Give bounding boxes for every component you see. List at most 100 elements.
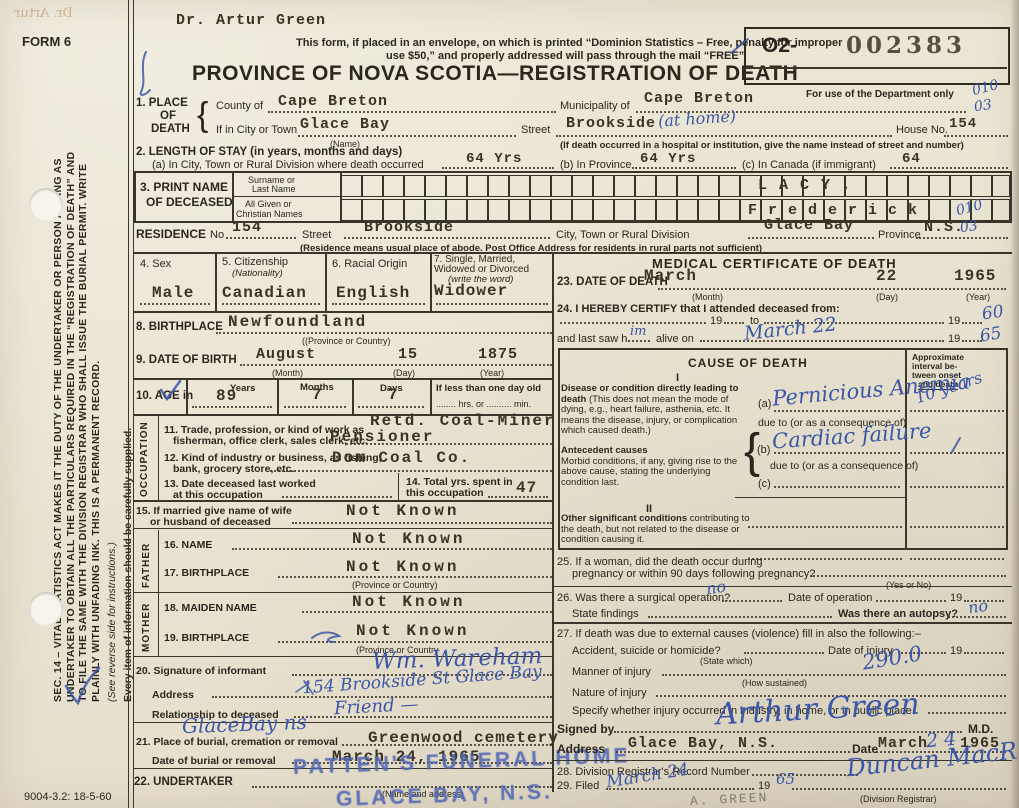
age-days-value: 7	[388, 386, 399, 404]
municipality-value: Cape Breton	[644, 90, 755, 107]
dotted-leader	[488, 496, 548, 498]
operation-no-handwritten: no	[704, 576, 728, 599]
city-town-value: Glace Bay	[300, 116, 391, 133]
other-conditions-bold: Other significant conditions	[561, 513, 688, 524]
surname-letter-cells	[341, 174, 1010, 197]
death-month-caption: (Month)	[692, 292, 724, 302]
dotted-leader	[890, 167, 1008, 169]
hole-punch-top	[29, 188, 63, 222]
s27-label: 27. If death was due to external causes …	[557, 628, 921, 640]
father-birthplace-caption: (Province or Country)	[352, 580, 438, 590]
dotted-leader	[910, 526, 1004, 528]
dotted-leader	[774, 452, 900, 454]
residence-street-value: Brookside	[364, 219, 455, 236]
attended-from-year-handwritten: 60	[980, 301, 1005, 325]
nationality-sublabel: (Nationality)	[232, 268, 283, 279]
column-divider	[552, 252, 554, 792]
s2b-label: (b) In Province	[560, 159, 632, 171]
dotted-leader	[792, 788, 1006, 790]
s25-label1: 25. If a woman, did the death occur duri…	[557, 556, 763, 568]
racial-origin-label: 6. Racial Origin	[332, 258, 408, 270]
s13-label2: at this occupation	[173, 489, 263, 501]
age-months-value: 7	[312, 386, 323, 404]
s15-label1: 15. If married give name of wife	[136, 505, 292, 517]
dotted-leader	[278, 641, 552, 643]
dotted-leader	[700, 340, 944, 342]
s2c-label: (c) In Canada (if immigrant)	[742, 159, 876, 171]
dotted-leader	[628, 340, 650, 342]
dotted-leader	[226, 237, 296, 239]
house-no-label: House No.	[896, 124, 948, 136]
maiden-name-label: 18. MAIDEN NAME	[164, 602, 257, 614]
dotted-leader	[232, 548, 552, 550]
dotted-leader	[910, 452, 1004, 454]
section-rule	[134, 252, 1012, 254]
occupation-vertical-label: OCCUPATION	[139, 421, 150, 497]
dotted-leader	[722, 600, 782, 602]
dotted-leader	[898, 652, 946, 654]
due-to-label-2: due to (or as a consequence of)	[770, 460, 919, 472]
mother-birthplace-value: Not Known	[356, 622, 470, 640]
print-name-box	[134, 171, 1012, 223]
accident-label: Accident, suicide or homicide?	[572, 645, 721, 657]
printed-19: 19	[950, 592, 963, 604]
father-vertical-label: FATHER	[141, 542, 152, 588]
reg-prefix: O2-	[762, 34, 798, 57]
age-cell-divider	[186, 378, 188, 414]
dotted-leader	[606, 788, 754, 790]
street-label: Street	[521, 124, 551, 136]
dob-month-caption: (Month)	[272, 368, 304, 378]
dotted-leader	[252, 786, 552, 788]
section-rule-heavy	[554, 622, 1012, 625]
residence-city-label: City, Town or Rural Division	[556, 229, 690, 241]
dotted-leader	[442, 167, 554, 169]
s14-label2: this occupation	[406, 487, 484, 499]
code-bottom-handwritten: 03	[958, 217, 979, 237]
disease-definition-rest: (This does not mean the mode of dying, e…	[561, 393, 738, 436]
father-name-label: 16. NAME	[164, 539, 213, 551]
racial-origin-value: English	[336, 284, 411, 302]
interval-header-2: interval be-	[912, 361, 958, 371]
dotted-leader	[192, 406, 272, 408]
dotted-leader	[636, 111, 966, 113]
s14-label1: 14. Total yrs. spent in	[406, 476, 513, 488]
burial-label: 21. Place of burial, cremation or remova…	[136, 736, 338, 748]
paper-edge-shadow	[1010, 0, 1019, 808]
signed-date-month: March	[878, 735, 929, 752]
surname-sublabel1: Surname or	[248, 175, 296, 185]
other-conditions-rest: contributing to the death, but not relat…	[561, 513, 750, 545]
s11-label2: fisherman, office clerk, sales clerk, et…	[173, 435, 368, 447]
mother-birthplace-label: 19. BIRTHPLACE	[164, 632, 250, 644]
city-town-label: If in City or Town	[216, 124, 298, 136]
cause-of-death-box	[558, 348, 1008, 550]
section-rule	[134, 656, 552, 658]
pen-flourish-top-left	[139, 51, 151, 96]
s3-label1: 3. PRINT NAME	[140, 180, 229, 194]
spouse-value: Not Known	[346, 502, 460, 520]
house-no-value: 154	[949, 116, 978, 132]
age-years-value: 89	[216, 387, 238, 405]
death-month-value: March	[644, 267, 698, 285]
sex-label: 4. Sex	[140, 258, 172, 270]
s2b-value: 64 Yrs	[640, 151, 697, 167]
addressee-typed: Dr. Artur Green	[176, 12, 327, 29]
s3-label2: OF DECEASED	[146, 195, 233, 209]
dotted-leader	[270, 470, 552, 472]
section-rule	[134, 768, 552, 770]
s1-brace: {	[197, 96, 209, 134]
dotted-leader	[332, 303, 425, 305]
residence-no-label: No	[210, 229, 225, 241]
physician-signature: Arthur Green	[715, 686, 921, 733]
burial-date-value: March 24, 1965	[332, 748, 481, 766]
dotted-leader	[240, 364, 552, 366]
undertaker-caption: (Name and address)	[382, 789, 465, 799]
mail-notice-line1: This form, if placed in an envelope, on …	[296, 37, 843, 49]
dotted-leader	[140, 303, 210, 305]
other-conditions-definition: Other significant conditions contributin…	[561, 513, 751, 546]
section-rule	[554, 586, 1012, 588]
code-bottom-handwritten: 03	[972, 96, 993, 116]
s13-label1: 13. Date deceased last worked	[164, 478, 316, 490]
dotted-leader	[964, 652, 1004, 654]
state-which-caption: (State which)	[700, 656, 753, 666]
